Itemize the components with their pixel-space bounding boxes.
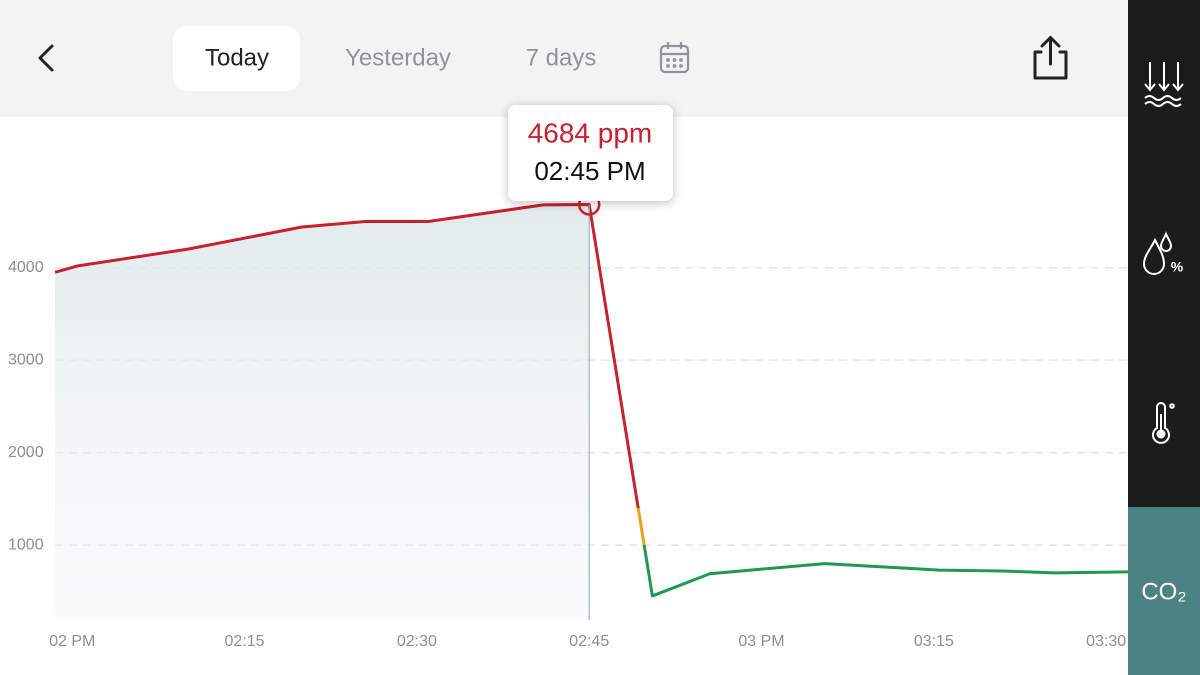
tooltip-box	[508, 105, 673, 201]
x-tick-label: 02 PM	[49, 633, 95, 650]
tooltip-time: 02:45 PM	[534, 156, 645, 186]
x-tick-label: 02:30	[397, 633, 437, 650]
sidebar-active-label[interactable]: CO₂	[1141, 578, 1186, 605]
tab-today[interactable]: Today	[205, 44, 269, 71]
calendar-button[interactable]	[659, 42, 690, 74]
x-tick-label: 03:15	[914, 633, 954, 650]
share-button[interactable]	[1033, 36, 1068, 80]
back-button[interactable]	[38, 44, 54, 72]
area-fill	[55, 204, 590, 620]
tooltip: 4684 ppm 02:45 PM	[508, 105, 673, 201]
x-tick-label: 02:45	[569, 633, 609, 650]
y-tick-label: 3000	[8, 351, 44, 368]
tooltip-value: 4684 ppm	[528, 117, 653, 148]
humidity-icon[interactable]: %	[1142, 231, 1184, 275]
tab-active-bg[interactable]	[173, 26, 300, 91]
y-tick-label: 1000	[8, 536, 44, 553]
data-line	[54, 202, 1129, 598]
x-tick-label: 03 PM	[738, 633, 784, 650]
tab-yesterday[interactable]: Yesterday	[345, 44, 451, 71]
sidebar-active-item[interactable]	[1128, 507, 1200, 675]
pressure-icon[interactable]	[1144, 62, 1184, 107]
svg-text:%: %	[1171, 259, 1184, 275]
tab-7-days[interactable]: 7 days	[526, 44, 597, 71]
x-tick-label: 03:30	[1086, 633, 1126, 650]
y-tick-label: 4000	[8, 259, 44, 276]
plot: 1000 2000 3000 4000 02 PM 02:15 02:30 02:45 03 P…	[8, 193, 1129, 650]
y-tick-label: 2000	[8, 444, 44, 461]
temperature-icon[interactable]	[1152, 402, 1175, 444]
x-tick-label: 02:15	[225, 633, 265, 650]
